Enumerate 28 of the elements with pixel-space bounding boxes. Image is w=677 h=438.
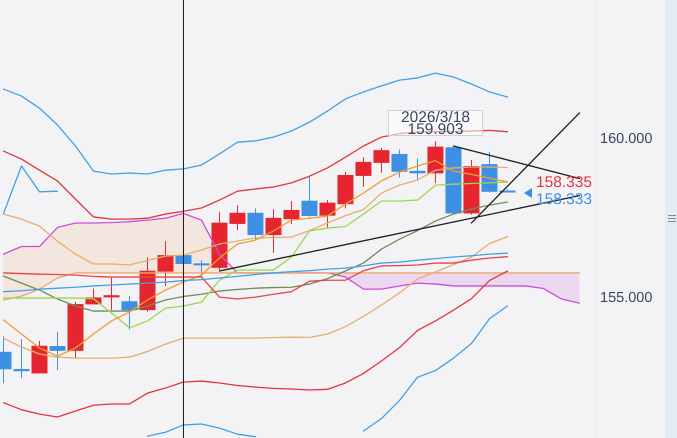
candlestick — [319, 200, 336, 228]
candlestick — [373, 147, 390, 174]
candlestick — [193, 260, 210, 279]
label-box: 2026/3/18 159.903 — [388, 110, 483, 136]
candlestick — [391, 149, 408, 178]
candlestick — [229, 204, 246, 230]
y-tick-label: 160.000 — [600, 131, 652, 148]
line-series — [2, 165, 58, 214]
line-series — [2, 252, 508, 292]
y-tick-label: 155.000 — [600, 290, 652, 306]
annotation: 2026/3/18 159.903 — [401, 109, 470, 138]
candlestick — [283, 200, 300, 224]
candlestick — [103, 277, 120, 311]
line-series — [2, 181, 508, 329]
annotation: 158.335 — [536, 174, 592, 191]
candlestick — [49, 331, 66, 371]
line-series — [2, 270, 508, 418]
candlestick — [13, 338, 30, 379]
line-series — [2, 72, 508, 175]
candlestick — [157, 240, 174, 286]
candlestick — [355, 156, 372, 188]
candlestick — [301, 176, 318, 218]
candlestick — [265, 208, 282, 254]
candlestick — [409, 158, 426, 180]
candlestick — [121, 296, 138, 330]
line-series — [2, 256, 508, 300]
candlestick — [247, 208, 264, 240]
line-series — [2, 201, 508, 312]
